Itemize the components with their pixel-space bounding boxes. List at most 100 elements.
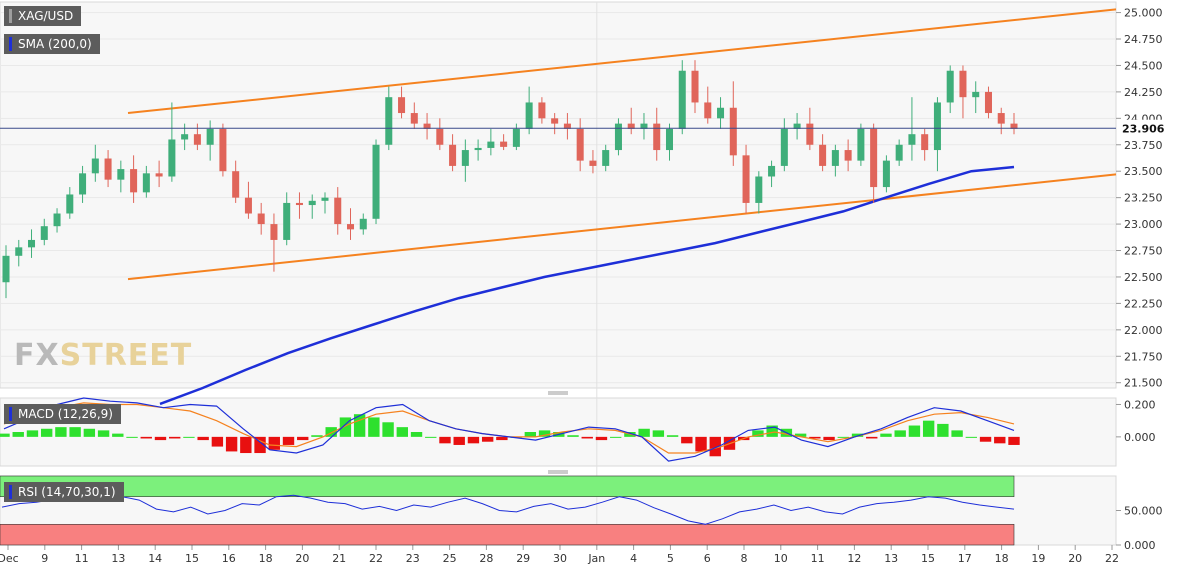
candle-body	[372, 144, 380, 219]
macd-histogram-bar	[709, 436, 721, 457]
macd-histogram-bar	[994, 436, 1006, 444]
candle-body	[602, 150, 610, 166]
macd-histogram-bar	[97, 430, 110, 437]
y-tick-label: 23.000	[1124, 218, 1163, 231]
candle-body	[717, 107, 725, 119]
last-price-tag	[1116, 119, 1166, 137]
candle-body	[653, 123, 661, 151]
candle-body	[959, 70, 967, 98]
symbol-label: XAG/USD	[4, 6, 82, 26]
macd-histogram-bar	[211, 436, 224, 447]
y-tick-label: 21.750	[1124, 350, 1163, 363]
x-tick-label: 20	[1068, 552, 1082, 565]
x-tick-label: 10	[774, 552, 788, 565]
candle-body	[142, 173, 150, 193]
x-tick-label: Dec	[0, 552, 19, 565]
macd-histogram-bar	[1008, 436, 1020, 445]
macd-histogram-bar	[112, 433, 124, 437]
candle-body	[538, 102, 546, 119]
x-tick-label: 16	[222, 552, 236, 565]
channel-upper-line	[127, 8, 1117, 115]
x-tick-label: 15	[921, 552, 935, 565]
candle-body	[66, 194, 74, 214]
candle-body	[500, 141, 508, 147]
x-tick-label: 22	[1105, 552, 1119, 565]
candle-body	[232, 171, 240, 198]
candle-body	[15, 247, 23, 256]
candle-body	[130, 169, 138, 193]
last-price-label: 23.906	[1122, 122, 1165, 135]
candle-body	[614, 123, 622, 151]
y-tick-label: 22.000	[1124, 324, 1163, 337]
macd-histogram-bar	[240, 436, 252, 454]
macd-histogram-bar	[610, 436, 622, 438]
rsi-y-tick-label: 0.000	[1124, 539, 1156, 552]
macd-histogram-bar	[524, 432, 537, 437]
macd-line	[3, 397, 1015, 462]
candle-body	[563, 123, 571, 129]
candle-body	[882, 160, 890, 188]
candle-body	[53, 213, 61, 227]
macd-histogram-bar	[183, 436, 195, 438]
candle-body	[640, 123, 648, 129]
candle-body	[398, 97, 406, 114]
candle-body	[487, 141, 495, 148]
candle-body	[551, 118, 559, 124]
macd-histogram-bar	[311, 435, 323, 437]
candle-body	[997, 113, 1005, 124]
y-tick-label: 24.750	[1124, 33, 1163, 46]
y-tick-label: 22.500	[1124, 271, 1163, 284]
macd-histogram-bar	[197, 436, 209, 441]
macd-histogram-bar	[851, 433, 864, 437]
macd-y-tick-label: 0.000	[1124, 431, 1156, 444]
macd-histogram-bar	[254, 436, 266, 454]
x-tick-label: 25	[443, 552, 457, 565]
sma-line	[159, 165, 1015, 406]
x-tick-label: 11	[811, 552, 825, 565]
candle-body	[283, 202, 291, 240]
macd-histogram-bar	[325, 427, 337, 437]
y-tick-label: 23.750	[1124, 139, 1163, 152]
x-tick-label: 22	[369, 552, 383, 565]
macd-histogram-bar	[481, 436, 494, 442]
macd-histogram-bar	[766, 425, 778, 437]
candle-body	[385, 97, 393, 145]
x-tick-label: 15	[185, 552, 199, 565]
candle-body	[691, 70, 699, 103]
macd-histogram-bar	[467, 436, 480, 444]
macd-histogram-bar	[83, 428, 96, 437]
candle-body	[219, 128, 227, 172]
macd-histogram-bar	[937, 423, 949, 437]
candle-body	[410, 113, 418, 124]
y-tick-label: 25.000	[1124, 7, 1163, 20]
candle-body	[576, 128, 584, 161]
candle-body	[819, 144, 827, 166]
macd-y-tick-label: 0.200	[1124, 398, 1156, 411]
macd-histogram-bar	[837, 436, 849, 438]
macd-histogram-bar	[922, 420, 935, 437]
candle-body	[155, 173, 163, 177]
candle-body	[79, 173, 87, 195]
candle-body	[627, 123, 635, 129]
macd-histogram-bar	[12, 432, 24, 437]
macd-histogram-bar	[0, 433, 10, 437]
macd-histogram-bar	[339, 417, 352, 437]
candle-body	[28, 239, 36, 248]
macd-histogram-bar	[126, 436, 138, 438]
x-tick-label: 9	[41, 552, 48, 565]
macd-histogram-bar	[894, 430, 906, 437]
macd-histogram-bar	[26, 430, 39, 437]
macd-histogram-bar	[40, 428, 53, 437]
x-tick-label: 29	[516, 552, 530, 565]
macd-label: MACD (12,26,9)	[4, 404, 121, 424]
candle-body	[793, 123, 801, 129]
candle-body	[870, 128, 878, 188]
x-tick-label: Jan	[587, 552, 605, 565]
watermark-logo: FXSTREET	[14, 338, 193, 373]
x-tick-label: 6	[704, 552, 711, 565]
candle-body	[193, 134, 201, 145]
macd-histogram-bar	[368, 417, 380, 437]
candle-body	[257, 213, 265, 225]
x-tick-label: 20	[295, 552, 309, 565]
candle-body	[665, 128, 674, 151]
